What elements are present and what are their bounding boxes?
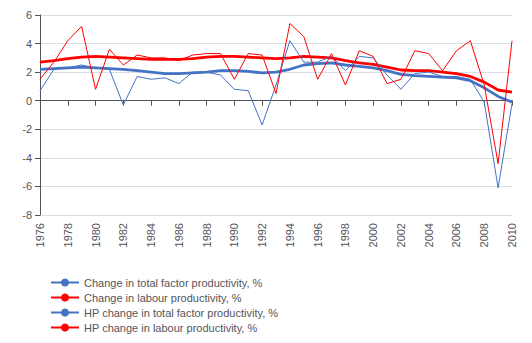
svg-text:1992: 1992 bbox=[256, 223, 268, 247]
svg-text:Change in labour productivity,: Change in labour productivity, % bbox=[84, 292, 242, 304]
svg-text:1998: 1998 bbox=[339, 223, 351, 247]
svg-text:1984: 1984 bbox=[145, 223, 157, 247]
svg-text:2006: 2006 bbox=[450, 223, 462, 247]
svg-text:1976: 1976 bbox=[34, 223, 46, 247]
svg-text:1986: 1986 bbox=[173, 223, 185, 247]
svg-text:2010: 2010 bbox=[506, 223, 518, 247]
svg-text:2000: 2000 bbox=[367, 223, 379, 247]
svg-text:0: 0 bbox=[26, 95, 32, 107]
svg-text:2: 2 bbox=[26, 66, 32, 78]
svg-text:1982: 1982 bbox=[117, 223, 129, 247]
svg-text:1988: 1988 bbox=[201, 223, 213, 247]
svg-text:HP change in labour productivi: HP change in labour productivity, % bbox=[84, 322, 257, 334]
svg-text:4: 4 bbox=[26, 38, 32, 50]
svg-text:2004: 2004 bbox=[423, 223, 435, 247]
svg-text:2008: 2008 bbox=[478, 223, 490, 247]
svg-text:-4: -4 bbox=[22, 152, 32, 164]
svg-text:-6: -6 bbox=[22, 180, 32, 192]
svg-text:2002: 2002 bbox=[395, 223, 407, 247]
svg-text:-2: -2 bbox=[22, 123, 32, 135]
svg-text:6: 6 bbox=[26, 9, 32, 21]
svg-text:1978: 1978 bbox=[62, 223, 74, 247]
svg-text:1990: 1990 bbox=[228, 223, 240, 247]
svg-text:HP change in total factor prod: HP change in total factor productivity, … bbox=[84, 307, 278, 319]
svg-text:Change in total factor product: Change in total factor productivity, % bbox=[84, 277, 263, 289]
svg-text:1996: 1996 bbox=[312, 223, 324, 247]
svg-text:-8: -8 bbox=[22, 209, 32, 221]
svg-text:1980: 1980 bbox=[90, 223, 102, 247]
svg-text:1994: 1994 bbox=[284, 223, 296, 247]
